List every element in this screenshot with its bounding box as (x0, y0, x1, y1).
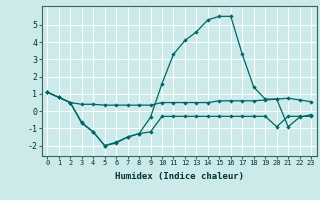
X-axis label: Humidex (Indice chaleur): Humidex (Indice chaleur) (115, 172, 244, 181)
